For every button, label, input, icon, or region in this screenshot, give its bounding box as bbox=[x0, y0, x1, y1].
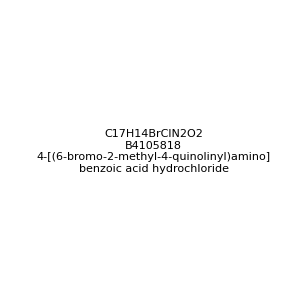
Text: C17H14BrClN2O2
B4105818
4-[(6-bromo-2-methyl-4-quinolinyl)amino]
benzoic acid hy: C17H14BrClN2O2 B4105818 4-[(6-bromo-2-me… bbox=[37, 129, 271, 174]
